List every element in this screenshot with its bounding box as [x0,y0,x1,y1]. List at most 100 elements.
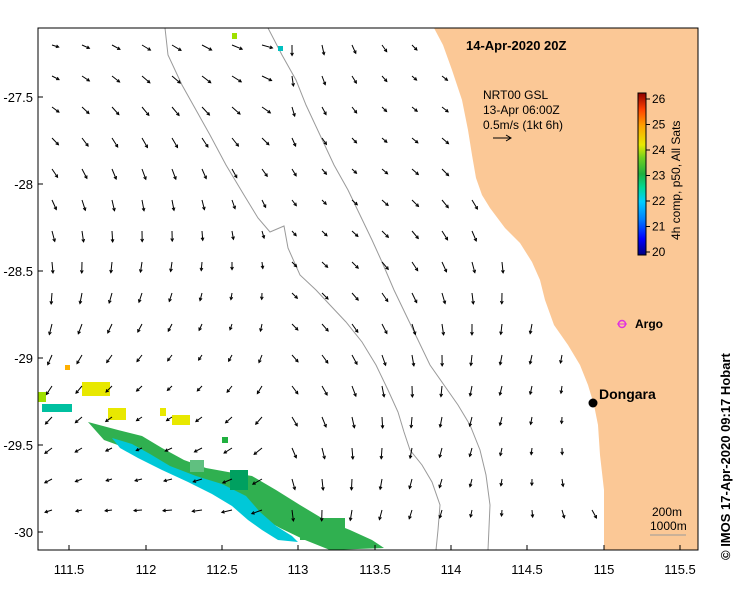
current-arrow [411,230,419,239]
current-arrow [499,354,503,365]
current-arrowhead [353,170,358,175]
current-arrowhead [295,358,299,363]
current-arrow [408,478,413,489]
x-tick-label: 113.5 [359,562,391,577]
argo-marker: Argo [617,317,663,331]
current-arrow [321,137,327,145]
current-arrow [411,354,415,366]
current-arrowhead [321,486,325,491]
current-arrowhead [559,390,564,395]
current-arrow [223,447,233,454]
current-arrowhead [205,143,209,148]
current-arrow [141,75,151,84]
current-arrow [529,385,533,395]
current-arrowhead [293,202,297,207]
current-arrow [136,385,143,392]
current-arrow [441,75,448,81]
current-arrow [411,106,418,112]
dongara-marker: Dongara [588,386,656,408]
current-arrowhead [414,267,419,272]
current-arrowhead [468,483,473,488]
current-arrowhead [233,174,238,179]
current-arrow [201,106,210,116]
current-arrowhead [560,483,565,488]
current-arrow [381,385,385,397]
current-arrow [225,416,233,424]
current-arrow [138,292,143,303]
current-arrow [259,323,263,332]
current-arrow [381,44,388,52]
colorbar-tick-label: 20 [652,245,666,259]
current-arrow [561,478,564,487]
current-arrowhead [195,418,199,423]
current-arrow [291,137,297,147]
current-arrow [171,106,180,116]
current-arrow [111,230,114,242]
x-tick-label: 114.5 [511,562,543,577]
current-arrow [231,75,242,83]
current-arrow [230,292,233,300]
current-arrow [321,261,328,268]
current-arrowhead [46,361,51,366]
current-arrowhead [444,77,449,81]
current-arrowhead [143,176,147,181]
current-arrow [291,199,297,206]
current-arrow [441,106,449,113]
current-arrow [136,416,143,422]
current-arrowhead [138,269,143,274]
colorbar-tick-label: 22 [652,194,666,208]
current-arrowhead [167,328,172,333]
x-tick-label: 115 [594,562,615,577]
isobath-200m [267,28,491,550]
current-arrowhead [199,267,204,272]
current-arrow [500,478,503,486]
current-arrowhead [409,424,414,429]
y-tick-label: -29 [14,351,33,366]
current-arrow [500,323,503,335]
argo-label: Argo [635,317,663,331]
current-arrow [81,168,88,179]
current-arrow [351,447,354,459]
imos-credit: © IMOS 17-Apr-2020 09:17 Hobart [718,353,733,560]
current-arrowhead [499,300,504,305]
current-arrowhead [438,423,443,429]
current-arrowhead [383,362,387,367]
current-arrowhead [161,508,166,513]
current-arrowhead [292,486,297,491]
current-arrowhead [198,327,202,332]
current-arrowhead [176,112,180,117]
current-arrow [193,478,203,483]
current-arrowhead [75,390,79,395]
current-arrow [134,478,143,482]
current-arrow [381,323,388,334]
current-arrow [141,168,147,180]
current-arrowhead [529,421,533,426]
current-arrow [106,354,113,363]
current-arrowhead [413,299,418,304]
current-arrowhead [116,46,121,50]
current-arrowhead [74,419,79,424]
current-arrowhead [74,508,79,513]
legend-line-2: 13-Apr 06:00Z [483,103,560,117]
current-arrowhead [353,393,357,398]
current-arrow [75,478,83,483]
current-arrowhead [445,140,450,145]
current-arrowhead [260,265,265,270]
current-arrowhead [413,47,418,51]
current-arrow [351,75,357,84]
current-arrowhead [322,81,327,86]
current-arrowhead [471,300,475,305]
current-arrowhead [231,236,235,241]
current-arrow [201,44,212,51]
current-arrowhead [173,176,177,181]
current-arrowhead [177,80,182,84]
current-arrow [381,354,387,366]
current-arrowhead [443,268,448,273]
current-arrow [231,106,241,115]
current-arrow [291,354,299,363]
current-arrow [351,292,359,301]
current-arrow [470,509,473,518]
current-arrow [45,416,53,425]
current-arrowhead [353,50,357,55]
current-arrowhead [104,508,109,513]
